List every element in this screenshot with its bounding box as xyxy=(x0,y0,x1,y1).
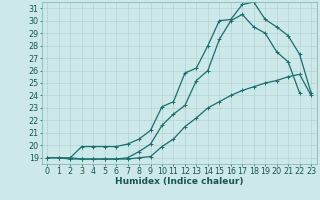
X-axis label: Humidex (Indice chaleur): Humidex (Indice chaleur) xyxy=(115,177,244,186)
